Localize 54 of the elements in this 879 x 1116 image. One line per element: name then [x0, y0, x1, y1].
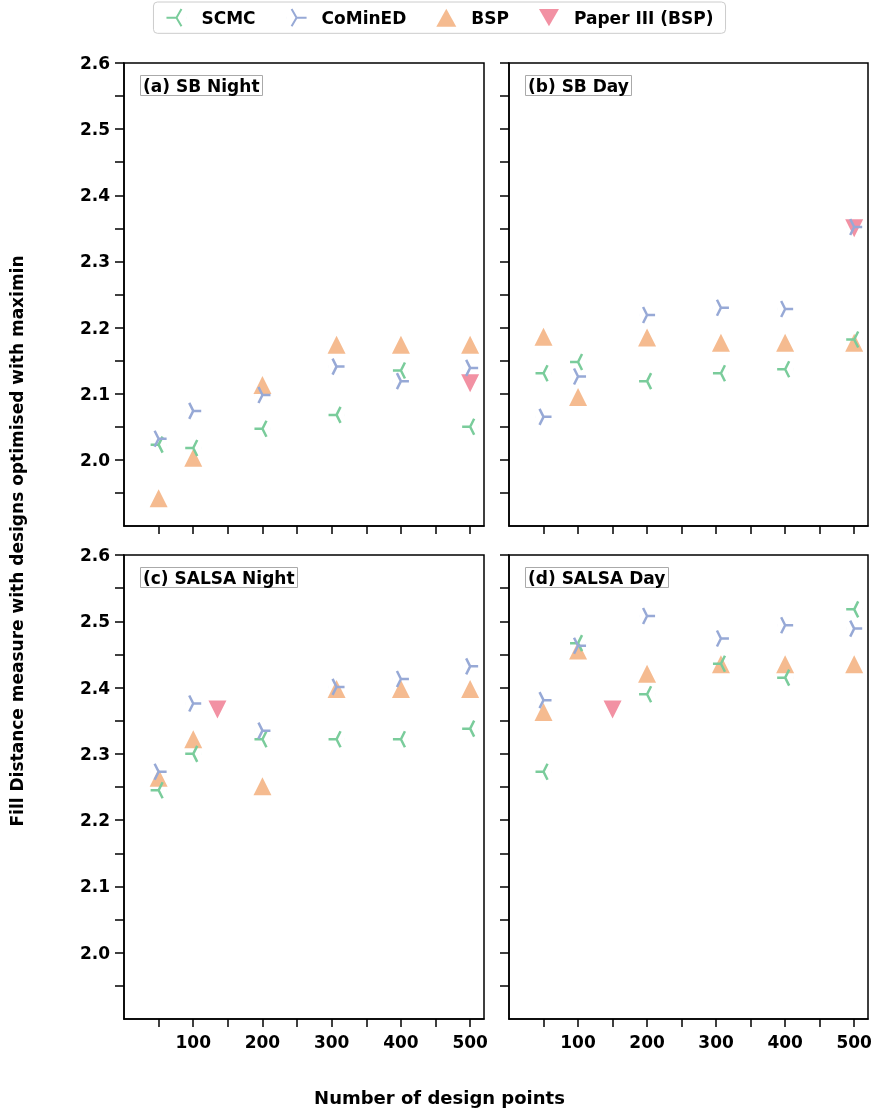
point	[461, 374, 480, 393]
point	[391, 335, 410, 354]
legend-label: CoMinED	[321, 7, 407, 28]
y-tick-label: 2.1	[79, 876, 110, 897]
legend-label: SCMC	[201, 7, 256, 28]
y-tick-label: 2.5	[79, 119, 110, 140]
x-tick-label: 500	[836, 1031, 873, 1052]
point	[776, 333, 795, 352]
y-tick-label: 2.2	[79, 317, 110, 338]
y-tick-label: 2.5	[79, 611, 110, 632]
point	[638, 664, 657, 683]
legend-label: Paper III (BSP)	[573, 7, 714, 28]
point	[327, 335, 346, 354]
point	[253, 777, 272, 796]
legend-label: BSP	[471, 7, 509, 28]
point	[711, 333, 730, 352]
y-tick-label: 2.4	[79, 677, 111, 698]
point	[208, 700, 227, 719]
x-tick-label: 200	[629, 1031, 665, 1052]
y-tick-label: 2.6	[79, 53, 110, 73]
point	[149, 489, 168, 508]
text: (c) SALSA Night	[143, 567, 295, 588]
x-tick-label: 200	[244, 1031, 281, 1052]
y-tick-label: 2.3	[79, 251, 110, 272]
point	[461, 335, 480, 354]
point	[845, 655, 864, 674]
x-tick-label: 100	[560, 1031, 596, 1052]
x-tick-label: 500	[452, 1031, 489, 1052]
y-tick-label: 2.6	[79, 545, 110, 565]
text: (b) SB Day	[528, 75, 629, 96]
point	[569, 388, 588, 407]
x-tick-label: 400	[383, 1031, 419, 1052]
y-axis-title: Fill Distance measure with designs optimised with maximin	[6, 255, 27, 827]
y-tick-label: 2.1	[79, 383, 110, 404]
text: (d) SALSA Day	[528, 567, 666, 588]
point	[534, 703, 553, 722]
x-axis-title: Number of design points	[314, 1086, 565, 1108]
point	[534, 327, 553, 346]
y-tick-label: 2.0	[79, 942, 111, 963]
y-tick-label: 2.2	[79, 810, 110, 831]
point	[184, 448, 203, 467]
point	[638, 328, 657, 347]
text: (a) SB Night	[143, 75, 260, 96]
x-tick-label: 400	[767, 1031, 804, 1052]
x-tick-label: 300	[698, 1031, 735, 1052]
x-tick-label: 300	[313, 1031, 350, 1052]
point	[184, 730, 203, 749]
x-tick-label: 100	[175, 1031, 212, 1052]
point	[461, 679, 480, 698]
y-tick-label: 2.3	[79, 743, 110, 764]
y-tick-label: 2.4	[79, 185, 111, 206]
y-tick-label: 2.0	[79, 449, 111, 470]
point	[603, 700, 622, 719]
point	[391, 679, 410, 698]
